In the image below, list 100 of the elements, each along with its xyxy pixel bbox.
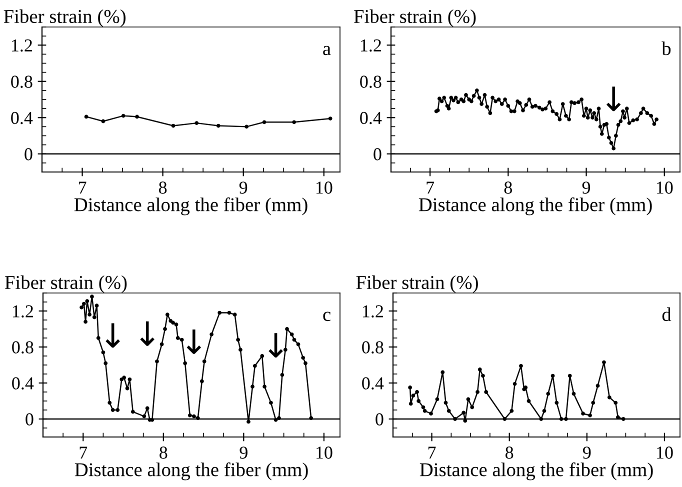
point (328, 116, 332, 120)
point (559, 417, 564, 421)
annotation: ↓ (140, 321, 154, 346)
y-axis-title: Fiber strain (%) (4, 9, 126, 27)
point (135, 114, 139, 119)
y-axis-title: Fiber strain (%) (356, 275, 478, 293)
point (244, 124, 249, 129)
point (429, 412, 433, 416)
y-tick-label: 0.4 (362, 377, 384, 390)
point (470, 405, 474, 410)
point (546, 392, 550, 396)
point (408, 386, 412, 390)
y-tick-label: 0 (24, 148, 32, 160)
y-tick-label: 0.4 (360, 112, 382, 124)
point (510, 408, 514, 413)
point (415, 390, 419, 394)
y-tick-label: 1.2 (12, 39, 32, 52)
y-tick-label: 0.8 (11, 76, 32, 88)
x-tick-label: 10 (316, 446, 332, 459)
point (444, 400, 448, 405)
point (502, 417, 507, 421)
point (84, 114, 88, 119)
x-tick-label: 8 (160, 446, 168, 459)
y-tick-label: 0.8 (12, 341, 34, 354)
x-tick-label: 10 (657, 446, 673, 459)
x-axis-title: Distance along the fiber (mm) (418, 197, 652, 216)
point (602, 360, 606, 364)
point (216, 124, 220, 128)
point (416, 399, 421, 403)
x-tick-label: 9 (240, 446, 248, 459)
point (596, 384, 600, 388)
point (526, 399, 531, 403)
annotation: d (662, 307, 672, 322)
point (572, 392, 576, 396)
point (446, 408, 451, 413)
x-axis-title: Distance along the fiber (mm) (74, 197, 308, 216)
point (408, 402, 413, 406)
point (621, 417, 626, 421)
annotation: ↓ (606, 86, 621, 112)
x-tick-label: 9 (582, 446, 591, 459)
annotation: a (323, 46, 331, 56)
point (121, 114, 126, 118)
point (422, 408, 427, 413)
annotation: b (662, 42, 671, 56)
point (440, 370, 445, 374)
point (435, 397, 440, 402)
point (478, 368, 482, 372)
y-tick-label: 0.4 (12, 377, 34, 390)
x-tick-label: 8 (504, 182, 512, 194)
x-tick-label: 7 (428, 446, 436, 459)
point (466, 397, 470, 402)
point (607, 395, 612, 400)
y-tick-label: 0 (376, 413, 384, 426)
y-tick-label: 0.8 (362, 341, 384, 354)
y-axis-title: Fiber strain (%) (4, 275, 127, 293)
x-tick-label: 7 (426, 182, 434, 194)
y-tick-label: 0 (26, 413, 34, 426)
point (194, 121, 199, 126)
point (539, 417, 544, 421)
point (484, 390, 488, 394)
point (568, 374, 572, 378)
point (262, 120, 266, 124)
x-tick-label: 9 (582, 182, 590, 194)
point (542, 408, 546, 413)
point (171, 124, 176, 128)
annotation: ↓ (268, 333, 283, 358)
point (591, 400, 596, 405)
x-tick-label: 9 (239, 182, 248, 194)
annotation: ↓ (186, 330, 202, 354)
point (292, 120, 296, 124)
y-tick-label: 0 (374, 148, 382, 160)
annotation: c (323, 312, 330, 322)
point (411, 394, 416, 398)
x-tick-label: 10 (316, 182, 332, 194)
y-tick-label: 0.4 (11, 112, 33, 124)
point (512, 382, 517, 386)
point (550, 374, 555, 378)
point (581, 412, 585, 416)
x-tick-label: 8 (158, 182, 167, 194)
annotation: ↓ (106, 323, 120, 348)
point (588, 413, 592, 418)
point (462, 410, 466, 415)
y-axis-title: Fiber strain (%) (354, 9, 476, 27)
x-tick-label: 7 (78, 182, 86, 194)
point (564, 417, 568, 421)
point (519, 364, 523, 368)
y-tick-label: 1.2 (362, 305, 383, 318)
y-tick-label: 0.8 (360, 76, 382, 88)
x-tick-label: 8 (506, 446, 514, 459)
y-tick-label: 1.2 (12, 305, 33, 318)
x-axis-title: Distance along the fiber (mm) (74, 462, 308, 480)
point (101, 119, 106, 124)
y-tick-label: 1.2 (360, 39, 381, 52)
x-axis-title: Distance along the fiber (mm) (420, 462, 653, 480)
point (481, 374, 485, 378)
point (614, 400, 618, 405)
point (421, 405, 426, 410)
point (453, 417, 457, 421)
point (476, 390, 480, 394)
point (554, 400, 559, 405)
